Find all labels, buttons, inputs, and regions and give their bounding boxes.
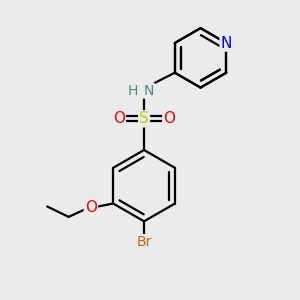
Text: S: S: [139, 111, 149, 126]
Text: H: H: [128, 84, 138, 98]
Text: O: O: [85, 200, 97, 215]
Text: N: N: [143, 84, 154, 98]
Text: O: O: [113, 111, 125, 126]
Text: Br: Br: [136, 235, 152, 249]
Text: O: O: [163, 111, 175, 126]
Text: N: N: [220, 35, 232, 50]
